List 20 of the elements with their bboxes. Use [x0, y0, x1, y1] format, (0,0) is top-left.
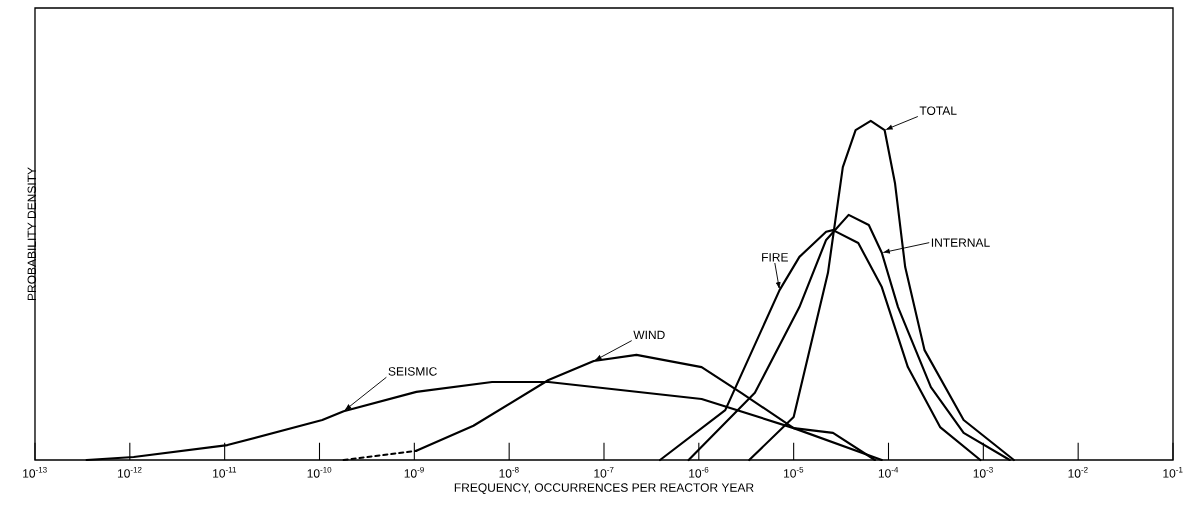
x-tick-label: 10$^{-11}$ — [213, 466, 237, 478]
x-tick-label: 10$^{-13}$ — [23, 466, 47, 478]
x-tick-label: 10$^{-10}$ — [307, 466, 332, 478]
text: TOTAL — [919, 106, 957, 115]
x-tick-label: 10$^{-9}$ — [404, 466, 424, 478]
y-axis-title: PROBABILITY DENSITY — [27, 167, 37, 301]
x-tick-label: 10$^{-7}$ — [594, 466, 614, 478]
series-label: FIRE — [762, 253, 788, 262]
x-tick-label: 10$^{-5}$ — [784, 466, 804, 478]
x-axis-title: FREQUENCY, OCCURRENCES PER REACTOR YEAR — [454, 483, 754, 494]
x-tick-label: 10$^{-4}$ — [878, 466, 899, 478]
x-tick-label: 10$^{-3}$ — [973, 466, 993, 478]
x-tick-label: 10$^{-12}$ — [117, 466, 142, 478]
x-tick-label: 10$^{-6}$ — [689, 466, 709, 478]
x-tick-label: 10$^{-2}$ — [1068, 466, 1088, 478]
x-tick-label: 10$^{-1}$ — [1163, 466, 1183, 478]
series-label: WIND — [633, 330, 665, 340]
series-label: SEISMIC — [388, 367, 437, 376]
legend-label: INTERNAL — [931, 238, 990, 247]
x-tick-label: 10$^{-8}$ — [499, 466, 519, 478]
